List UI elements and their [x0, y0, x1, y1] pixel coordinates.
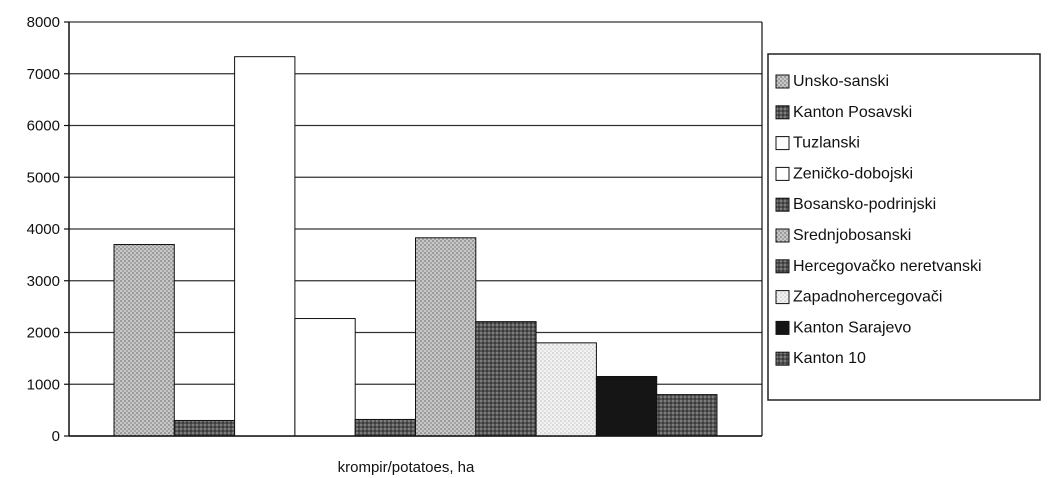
y-tick-label-0: 0: [52, 428, 60, 445]
bar-unsko-sanski: [113, 244, 175, 437]
legend-label: Bosansko-podrinjski: [793, 196, 936, 213]
legend-swatch: [775, 259, 790, 274]
legend-label: Unsko-sanski: [793, 73, 889, 90]
axes: [64, 21, 763, 437]
bar-srednjobosanski: [415, 237, 477, 437]
legend-swatch: [775, 105, 790, 120]
x-axis-title: krompir/potatoes, ha: [338, 459, 475, 476]
legend-box: [767, 53, 1041, 401]
legend-swatch: [775, 197, 790, 212]
bar-zapadnohercegova-i: [535, 342, 597, 437]
bar-bosansko-podrinjski: [354, 418, 417, 437]
y-tick-label-2000: 2000: [27, 325, 60, 342]
y-tick-label-8000: 8000: [27, 14, 60, 31]
legend-swatch: [775, 74, 790, 89]
y-tick-label-7000: 7000: [27, 66, 60, 83]
y-tick-label-1000: 1000: [27, 376, 60, 393]
legend-label: Zapadnohercegovači: [793, 289, 942, 306]
bars: [113, 56, 718, 437]
legend-label: Hercegovačko neretvanski: [793, 258, 982, 275]
y-tick-label-6000: 6000: [27, 118, 60, 135]
bar-kanton-sarajevo: [595, 375, 658, 437]
y-tick-label-4000: 4000: [27, 221, 60, 238]
legend-swatch: [775, 228, 790, 243]
legend-swatch: [775, 136, 790, 151]
y-tick-labels: 0 1000 2000 3000 4000 5000 6000 7000 8000: [27, 14, 60, 445]
bar-zeni-ko-dobojski: [294, 318, 356, 437]
legend-label: Srednjobosanski: [793, 227, 911, 244]
bar-kanton-posavski: [173, 419, 236, 437]
legend-swatch: [775, 320, 790, 335]
bar-hercegova-ko-neretvanski: [475, 321, 537, 437]
legend: Unsko-sanski Kanton Posavski Tuzlanski Zeni…: [775, 73, 982, 367]
legend-label: Tuzlanski: [793, 135, 860, 152]
bar-kanton-10: [656, 394, 718, 437]
legend-label: Kanton 10: [793, 350, 866, 367]
y-tick-label-3000: 3000: [27, 273, 60, 290]
gridlines: [69, 21, 762, 437]
legend-label: Kanton Posavski: [793, 104, 912, 121]
bar-tuzlanski: [234, 56, 296, 437]
y-tick-label-5000: 5000: [27, 169, 60, 186]
legend-label: Zeničko-dobojski: [793, 165, 913, 182]
legend-swatch: [775, 290, 790, 305]
legend-swatch: [775, 166, 790, 181]
legend-swatch: [775, 351, 790, 366]
legend-label: Kanton Sarajevo: [793, 319, 911, 336]
